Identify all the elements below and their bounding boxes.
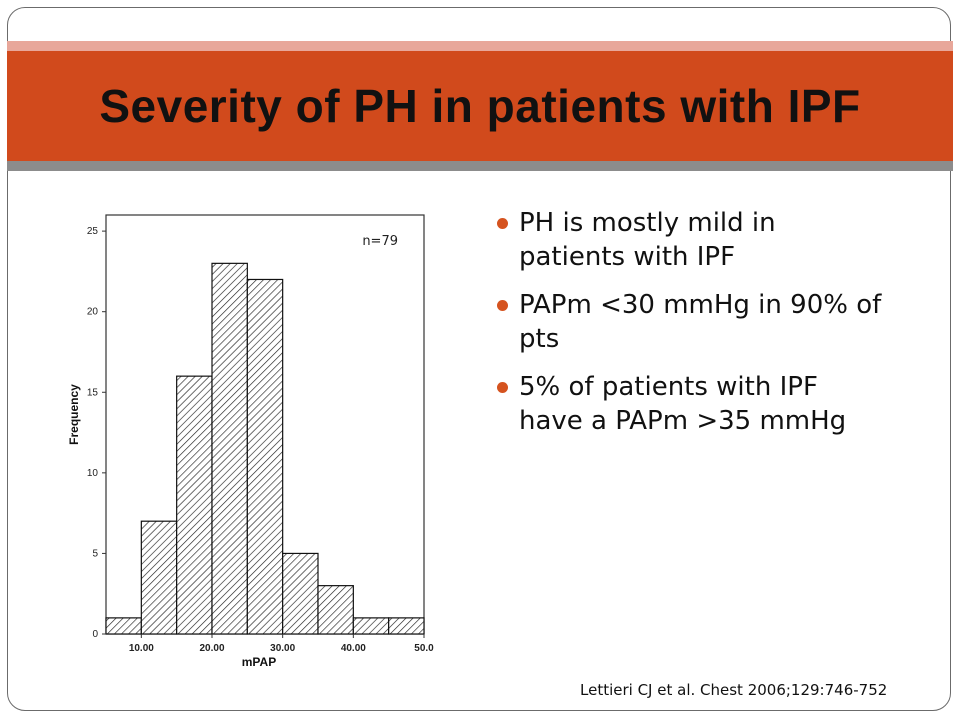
- bullet-text: PAPm <30 mmHg in 90% of pts: [519, 290, 882, 354]
- bullet-item: PAPm <30 mmHg in 90% of pts: [497, 288, 887, 356]
- histogram-bar-6: [317, 585, 354, 635]
- histogram-bar-8: [388, 617, 425, 635]
- title-divider-band: [7, 161, 953, 171]
- bullet-dot-icon: [497, 300, 508, 311]
- histogram-bar-7: [352, 617, 390, 635]
- y-tick-label: 0: [92, 629, 98, 640]
- x-tick-label: 40.00: [341, 643, 366, 654]
- y-tick-label: 25: [87, 226, 99, 237]
- x-tick-label: 20.00: [199, 643, 224, 654]
- y-tick-label: 5: [92, 548, 98, 559]
- x-tick-label: 50.0: [414, 643, 434, 654]
- bullet-dot-icon: [497, 218, 508, 229]
- bullet-item: 5% of patients with IPF have a PAPm >35 …: [497, 370, 887, 438]
- histogram-bar-3: [211, 262, 248, 635]
- histogram-bar-0: [105, 617, 142, 635]
- y-axis-label: Frequency: [67, 384, 81, 445]
- histogram-svg: 0 5 10 15 20 25 10.00 20.00 30.00 40.00 50.0 mPAP Fr…: [67, 214, 434, 669]
- y-tick-label: 20: [87, 307, 99, 318]
- x-tick-label: 30.00: [270, 643, 295, 654]
- histogram-chart: 0 5 10 15 20 25 10.00 20.00 30.00 40.00 50.0 mPAP Fr…: [62, 205, 436, 675]
- x-axis-label: mPAP: [242, 655, 276, 669]
- bullet-text: 5% of patients with IPF have a PAPm >35 …: [519, 372, 847, 436]
- citation: Lettieri CJ et al. Chest 2006;129:746-75…: [580, 681, 888, 699]
- slide-title: Severity of PH in patients with IPF: [99, 80, 861, 132]
- y-tick-label: 15: [87, 387, 99, 398]
- title-accent-band: [7, 41, 953, 51]
- sample-size-annotation: n=79: [362, 234, 398, 249]
- histogram-bar-5: [282, 552, 319, 635]
- bullet-item: PH is mostly mild in patients with IPF: [497, 206, 887, 274]
- y-tick-label: 10: [87, 468, 99, 479]
- x-tick-label: 10.00: [129, 643, 154, 654]
- title-bar: Severity of PH in patients with IPF: [7, 51, 953, 161]
- bullet-list: PH is mostly mild in patients with IPF P…: [497, 206, 887, 452]
- bullet-dot-icon: [497, 382, 508, 393]
- histogram-bar-1: [140, 520, 178, 635]
- histogram-bar-4: [246, 278, 284, 635]
- histogram-bar-2: [176, 375, 213, 635]
- bullet-text: PH is mostly mild in patients with IPF: [519, 208, 776, 272]
